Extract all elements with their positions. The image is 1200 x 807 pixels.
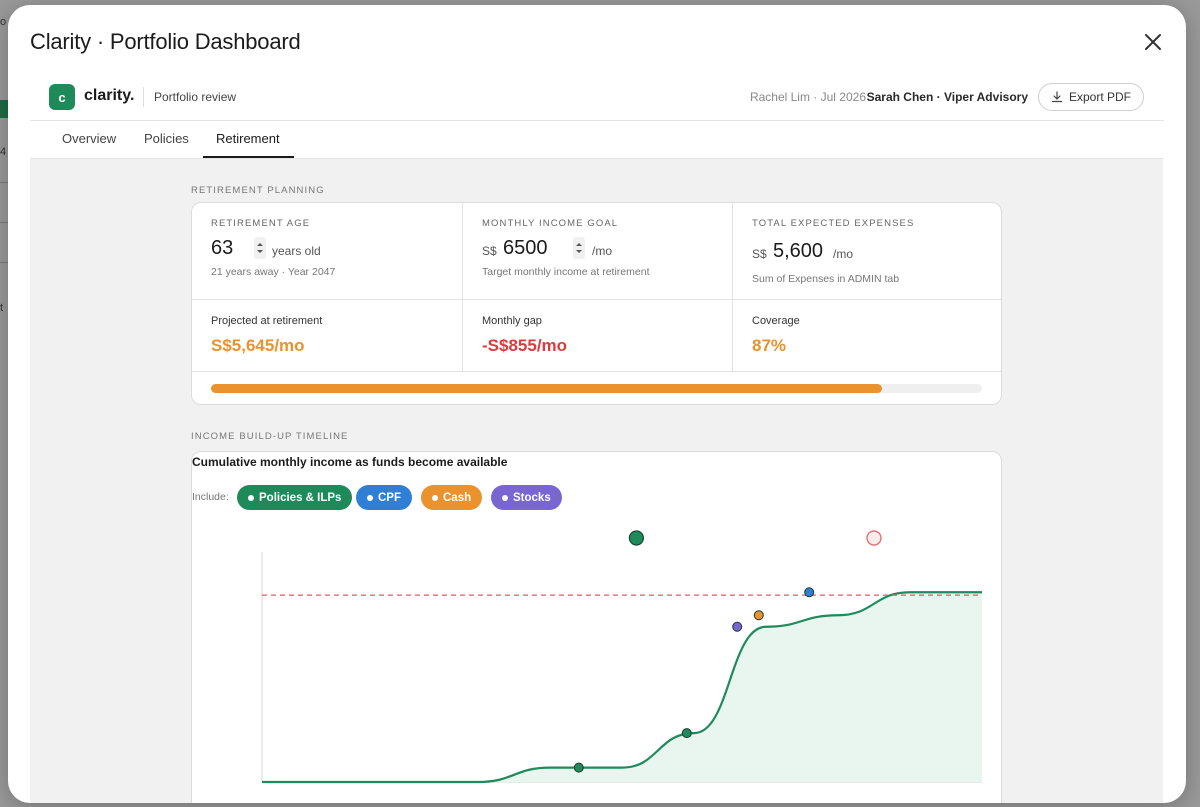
expenses-label: TOTAL EXPECTED EXPENSES	[752, 218, 915, 229]
stepper-arrows-icon	[576, 243, 582, 253]
section-label-retirement: RETIREMENT PLANNING	[191, 185, 325, 196]
tab-overview[interactable]: Overview	[62, 131, 117, 146]
marker-stocks	[732, 621, 743, 632]
income-goal-currency: S$	[482, 244, 497, 258]
retirement-age-cell: RETIREMENT AGE 63 years old 21 years awa…	[192, 203, 463, 300]
marker-policies-ilps	[573, 762, 584, 773]
coverage-label: Coverage	[752, 315, 800, 327]
tab-policies[interactable]: Policies	[144, 131, 189, 146]
coverage-value: 87%	[752, 336, 787, 355]
header-divider	[143, 87, 144, 107]
coverage-progress-bar	[211, 384, 982, 393]
coverage-cell: Coverage 87%	[733, 300, 1001, 372]
dot-icon	[248, 494, 254, 501]
background-text: t	[0, 302, 4, 314]
filter-policies-ilps[interactable]: Policies & ILPs	[237, 485, 353, 510]
retirement-panel: RETIREMENT PLANNING RETIREMENT AGE 63 ye…	[30, 158, 1163, 803]
income-series-line	[262, 591, 982, 784]
chart-title: Cumulative monthly income as funds becom…	[192, 455, 508, 469]
client-meta: Rachel Lim · Jul 2026	[749, 90, 866, 104]
expenses-unit: /mo	[833, 247, 854, 261]
gap-value: -S$855/mo	[482, 336, 568, 355]
income-goal-cell: MONTHLY INCOME GOAL S$ 6500 /mo Target m…	[463, 203, 733, 300]
filter-stocks[interactable]: Stocks	[491, 485, 562, 510]
dashboard-modal: Clarity · Portfolio Dashboard c clarity.…	[8, 5, 1186, 803]
retirement-age-value[interactable]: 63	[211, 237, 234, 259]
close-icon	[1145, 34, 1161, 50]
coverage-progress-fill	[211, 384, 882, 393]
tab-retirement[interactable]: Retirement	[216, 131, 280, 146]
gap-cell: Monthly gap -S$855/mo	[463, 300, 733, 372]
background-text: o	[0, 16, 7, 28]
income-timeline-chart	[261, 530, 982, 784]
projected-value: S$5,645/mo	[211, 336, 305, 355]
background-divider	[0, 222, 8, 223]
active-tab-indicator	[203, 156, 294, 158]
retirement-age-sub: 21 years away · Year 2047	[211, 266, 336, 278]
include-label: Include:	[192, 491, 229, 503]
dot-icon	[502, 494, 508, 501]
download-icon	[1051, 91, 1063, 103]
marker-cpf	[804, 587, 815, 598]
background-green-block	[0, 100, 9, 118]
logo-text: clarity.	[84, 87, 135, 104]
expenses-sub: Sum of Expenses in ADMIN tab	[752, 273, 900, 285]
section-label-timeline: INCOME BUILD-UP TIMELINE	[191, 431, 349, 442]
marker-policies-ilps	[681, 728, 692, 739]
page-subtitle: Portfolio review	[154, 90, 237, 104]
export-pdf-label: Export PDF	[1068, 90, 1131, 104]
background-divider	[0, 262, 8, 263]
filter-cash[interactable]: Cash	[421, 485, 483, 510]
close-button[interactable]	[1140, 29, 1166, 55]
gap-label: Monthly gap	[482, 315, 542, 327]
retirement-age-unit: years old	[272, 244, 321, 258]
logo-icon: c	[49, 84, 75, 110]
advisor-meta: Sarah Chen · Viper Advisory	[866, 90, 1028, 104]
income-goal-unit: /mo	[592, 244, 613, 258]
filter-label: Cash	[443, 491, 472, 504]
dot-icon	[367, 494, 373, 501]
expenses-value: 5,600	[773, 240, 824, 262]
filter-label: CPF	[378, 491, 401, 504]
income-goal-label: MONTHLY INCOME GOAL	[482, 218, 619, 229]
projected-label: Projected at retirement	[211, 315, 323, 327]
target-reached-marker	[866, 530, 882, 546]
marker-cash	[753, 610, 764, 621]
background-text: 4	[0, 146, 7, 158]
stepper-arrows-icon	[257, 243, 263, 253]
income-goal-value[interactable]: 6500	[503, 237, 548, 259]
projected-cell: Projected at retirement S$5,645/mo	[192, 300, 463, 372]
expenses-currency: S$	[752, 247, 767, 261]
export-pdf-button[interactable]: Export PDF	[1038, 83, 1144, 111]
filter-label: Stocks	[513, 491, 551, 504]
income-area-fill	[262, 592, 982, 782]
dot-icon	[432, 494, 438, 501]
retirement-age-stepper[interactable]	[254, 237, 266, 259]
background-divider	[0, 182, 8, 183]
filter-label: Policies & ILPs	[259, 491, 342, 504]
retirement-age-label: RETIREMENT AGE	[211, 218, 311, 229]
income-timeline-card: Cumulative monthly income as funds becom…	[191, 451, 1002, 803]
income-goal-stepper[interactable]	[573, 237, 585, 259]
retirement-age-marker	[628, 530, 644, 546]
expenses-cell: TOTAL EXPECTED EXPENSES S$ 5,600 /mo Sum…	[733, 203, 1001, 300]
retirement-stats-card: RETIREMENT AGE 63 years old 21 years awa…	[191, 202, 1002, 405]
filter-cpf[interactable]: CPF	[356, 485, 412, 510]
app-header: c clarity. Portfolio review Rachel Lim ·…	[30, 75, 1164, 121]
modal-title: Clarity · Portfolio Dashboard	[30, 29, 301, 54]
income-goal-sub: Target monthly income at retirement	[482, 266, 650, 278]
